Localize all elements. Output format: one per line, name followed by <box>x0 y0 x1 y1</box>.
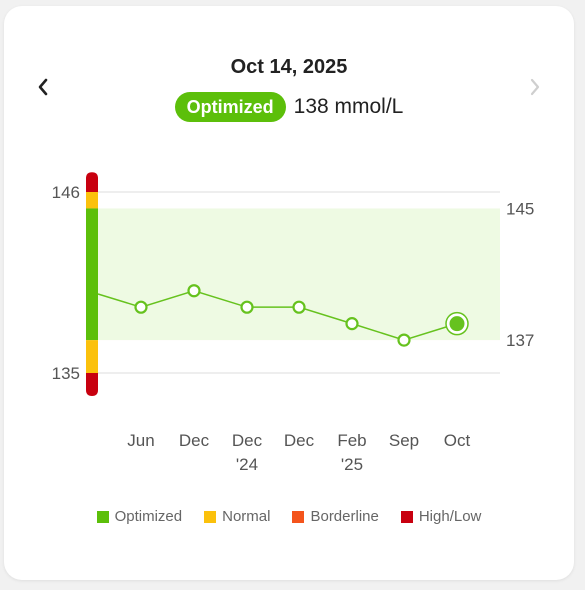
legend-label: Borderline <box>310 508 379 525</box>
x-tick-label: Jun <box>127 431 154 450</box>
line-chart: 146 135 145 137 Jun Dec Dec '24 Dec Feb '25 Sep Oct <box>52 172 534 474</box>
optimized-range-band <box>98 208 500 341</box>
legend-swatch <box>204 510 217 523</box>
previous-button[interactable] <box>28 72 58 102</box>
legend-item-borderline: Borderline <box>292 508 379 525</box>
legend-swatch <box>400 510 413 523</box>
status-row: Optimized 138 mmol/L <box>0 92 578 122</box>
x-tick-label: '24 <box>236 455 258 474</box>
scale-bar-segment <box>86 373 98 397</box>
legend-swatch <box>292 510 305 523</box>
next-button[interactable] <box>520 72 550 102</box>
legend-item-optimized: Optimized <box>96 508 183 525</box>
legend: Optimized Normal Borderline High/Low <box>0 508 578 525</box>
highlighted-data-point <box>449 316 465 332</box>
legend-label: Optimized <box>114 508 183 525</box>
chevron-left-icon <box>38 78 48 96</box>
reading-value: 138 mmol/L <box>293 95 404 118</box>
scale-bar-segment <box>86 208 98 341</box>
data-point <box>187 284 201 298</box>
legend-swatch <box>96 510 109 523</box>
status-badge: Optimized <box>174 92 286 122</box>
legend-item-normal: Normal <box>204 508 270 525</box>
legend-item-high-low: High/Low <box>400 508 482 525</box>
x-tick-label: Dec <box>179 431 210 450</box>
y-axis-label-left: 135 <box>52 364 80 383</box>
y-axis-label-right: 137 <box>506 331 534 350</box>
data-point <box>240 300 254 314</box>
data-point <box>134 300 148 314</box>
legend-label: Normal <box>222 508 271 525</box>
y-axis-label-left: 146 <box>52 183 80 202</box>
x-tick-label: '25 <box>341 455 363 474</box>
chevron-right-icon <box>530 78 540 96</box>
data-point <box>397 333 411 347</box>
data-point <box>292 300 306 314</box>
legend-label: High/Low <box>418 508 482 525</box>
data-point <box>345 317 359 331</box>
scale-bar-segment <box>86 192 98 209</box>
x-tick-label: Oct <box>444 431 471 450</box>
scale-bar-segment <box>86 172 98 192</box>
x-tick-label: Feb <box>337 431 366 450</box>
reading-date: Oct 14, 2025 <box>230 56 348 78</box>
x-tick-label: Sep <box>389 431 419 450</box>
y-axis-label-right: 145 <box>506 199 534 218</box>
x-tick-label: Dec <box>284 431 315 450</box>
x-tick-label: Dec <box>232 431 263 450</box>
scale-bar-segment <box>86 340 98 373</box>
series-line <box>97 289 458 341</box>
